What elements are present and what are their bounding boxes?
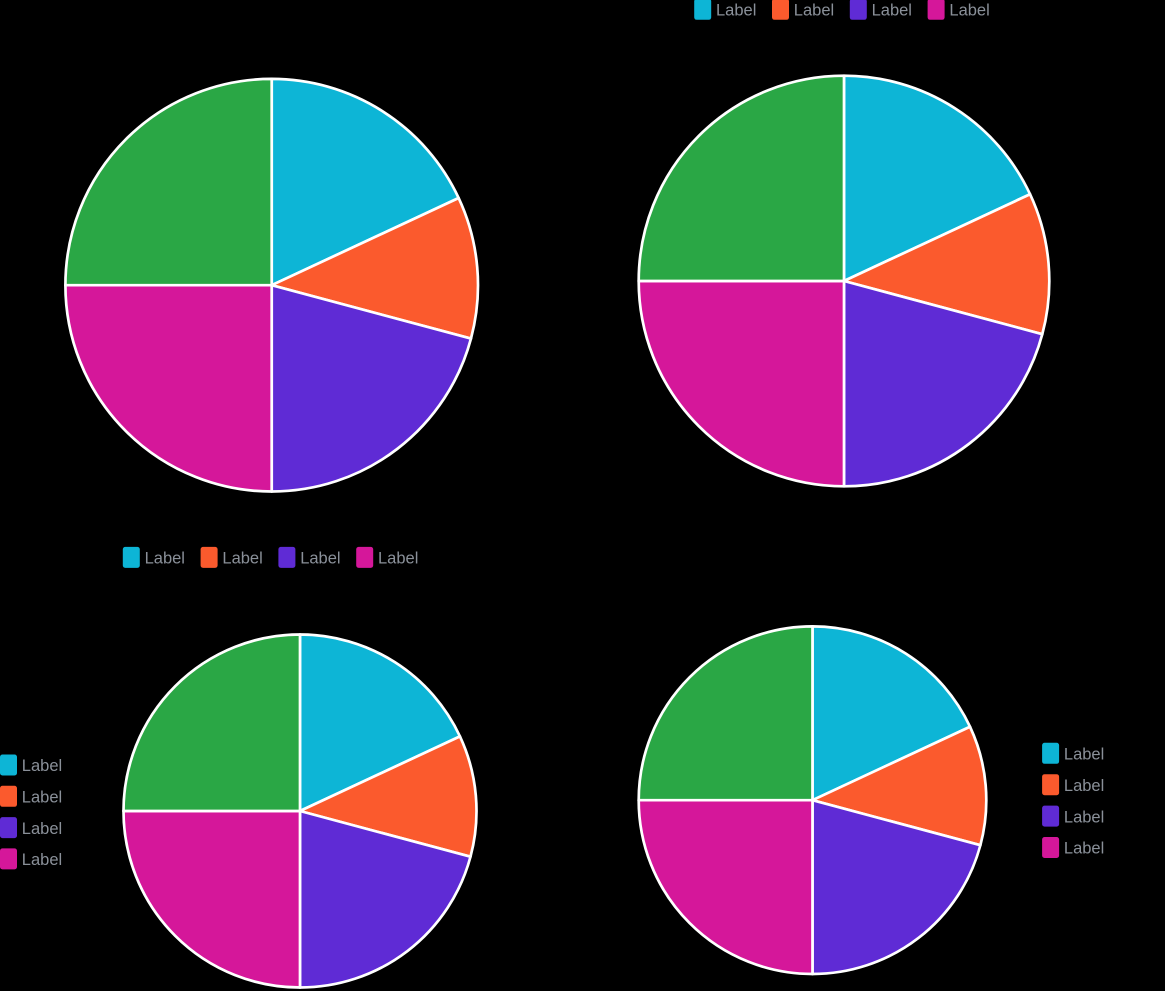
svg-text:Label: Label [1064, 746, 1104, 764]
svg-text:Label: Label [22, 820, 62, 838]
svg-text:Label: Label [22, 851, 62, 869]
svg-text:Label: Label [872, 2, 912, 20]
svg-text:Label: Label [716, 2, 756, 20]
svg-text:Label: Label [22, 757, 62, 775]
svg-text:Label: Label [1064, 808, 1104, 826]
svg-text:Label: Label [145, 550, 185, 568]
svg-text:Label: Label [794, 2, 834, 20]
svg-text:Label: Label [222, 550, 262, 568]
svg-text:Label: Label [1064, 777, 1104, 795]
svg-text:Label: Label [949, 2, 989, 20]
svg-text:Label: Label [300, 550, 340, 568]
svg-text:Label: Label [1064, 840, 1104, 858]
svg-text:Label: Label [378, 550, 418, 568]
svg-text:Label: Label [22, 789, 62, 807]
